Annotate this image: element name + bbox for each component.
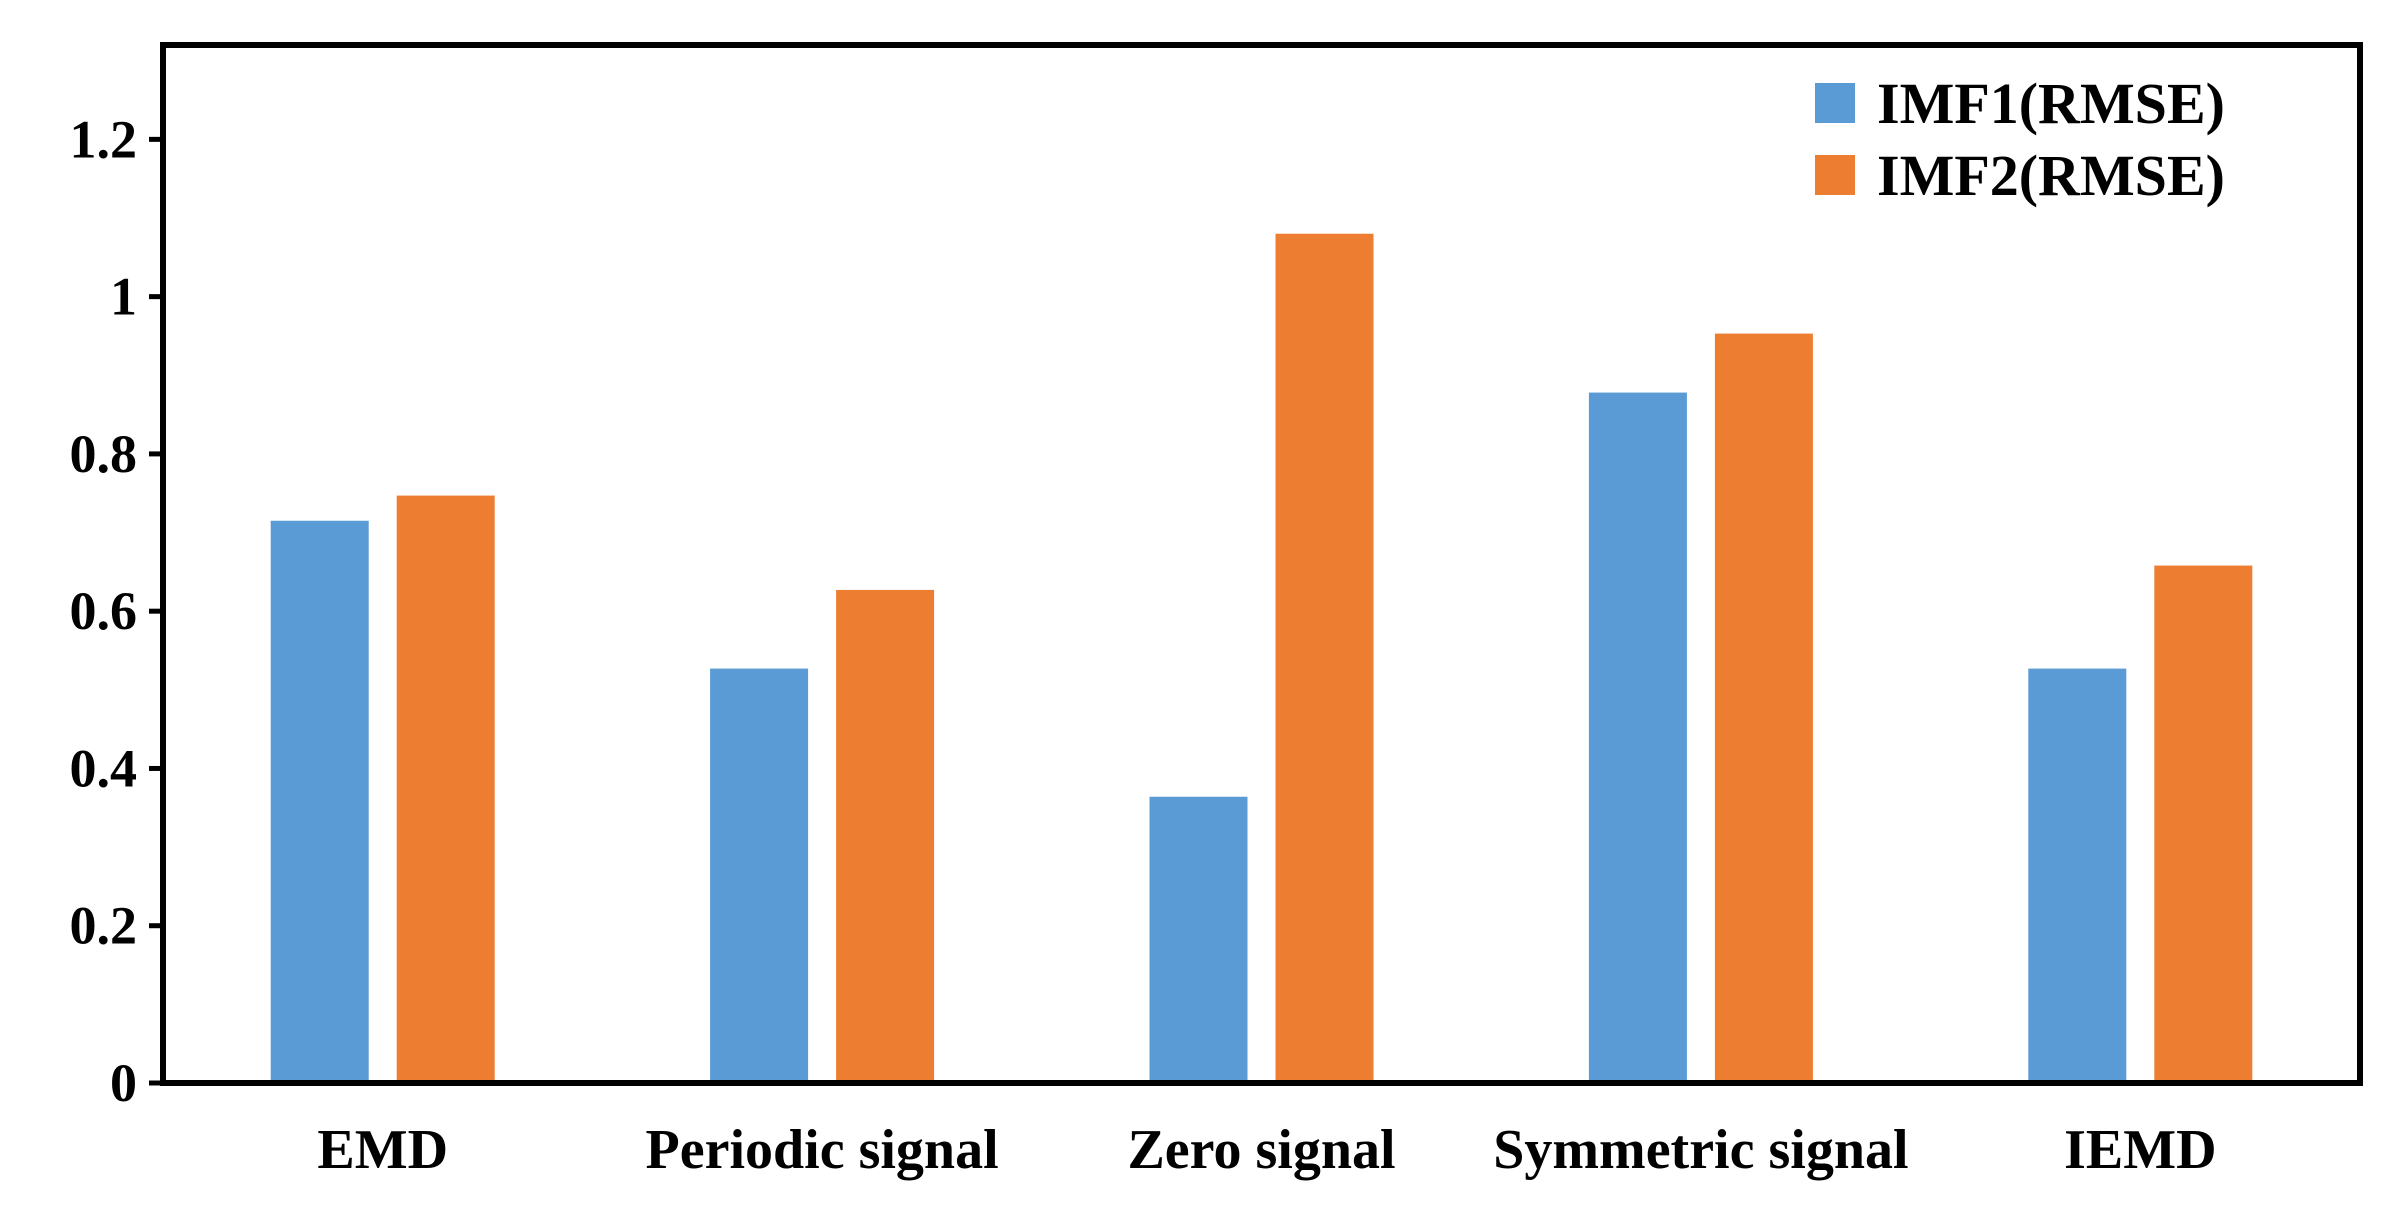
x-category-label: EMD bbox=[317, 1119, 448, 1181]
x-category-label: Zero signal bbox=[1127, 1119, 1395, 1181]
bar-1-5 bbox=[2028, 668, 2127, 1083]
bar-2-4 bbox=[1714, 333, 1813, 1083]
bar-2-2 bbox=[836, 589, 935, 1083]
bar-2-3 bbox=[1275, 233, 1374, 1083]
legend-swatch-2 bbox=[1815, 155, 1855, 195]
bar-1-3 bbox=[1149, 796, 1248, 1083]
legend-label-1: IMF1(RMSE) bbox=[1877, 71, 2225, 136]
legend-swatch-1 bbox=[1815, 83, 1855, 123]
y-axis-ticks: 0 0.2 0.4 0.6 0.8 1 1.2 bbox=[70, 109, 163, 1113]
x-axis-category-labels: EMD Periodic signal Zero signal Symmetric s… bbox=[317, 1119, 2216, 1181]
bars-layer bbox=[270, 233, 2253, 1083]
bar-1-4 bbox=[1588, 392, 1687, 1083]
legend: IMF1(RMSE) IMF2(RMSE) bbox=[1815, 71, 2225, 208]
y-tick-label: 0.4 bbox=[70, 738, 138, 798]
legend-label-2: IMF2(RMSE) bbox=[1877, 143, 2225, 208]
bar-1-1 bbox=[270, 520, 369, 1083]
y-tick-label: 0 bbox=[110, 1053, 137, 1113]
y-tick-label: 0.8 bbox=[70, 424, 138, 484]
y-tick-label: 1 bbox=[110, 267, 137, 327]
bar-2-5 bbox=[2154, 565, 2253, 1083]
x-category-label: Symmetric signal bbox=[1493, 1119, 1908, 1181]
x-category-label: Periodic signal bbox=[646, 1119, 999, 1181]
x-category-label: IEMD bbox=[2064, 1119, 2216, 1181]
bar-2-1 bbox=[396, 495, 495, 1083]
y-tick-label: 0.6 bbox=[70, 581, 138, 641]
y-tick-label: 0.2 bbox=[70, 896, 138, 956]
plot-frame bbox=[160, 42, 2363, 1086]
y-tick-label: 1.2 bbox=[70, 109, 138, 169]
bar-1-2 bbox=[710, 668, 809, 1083]
